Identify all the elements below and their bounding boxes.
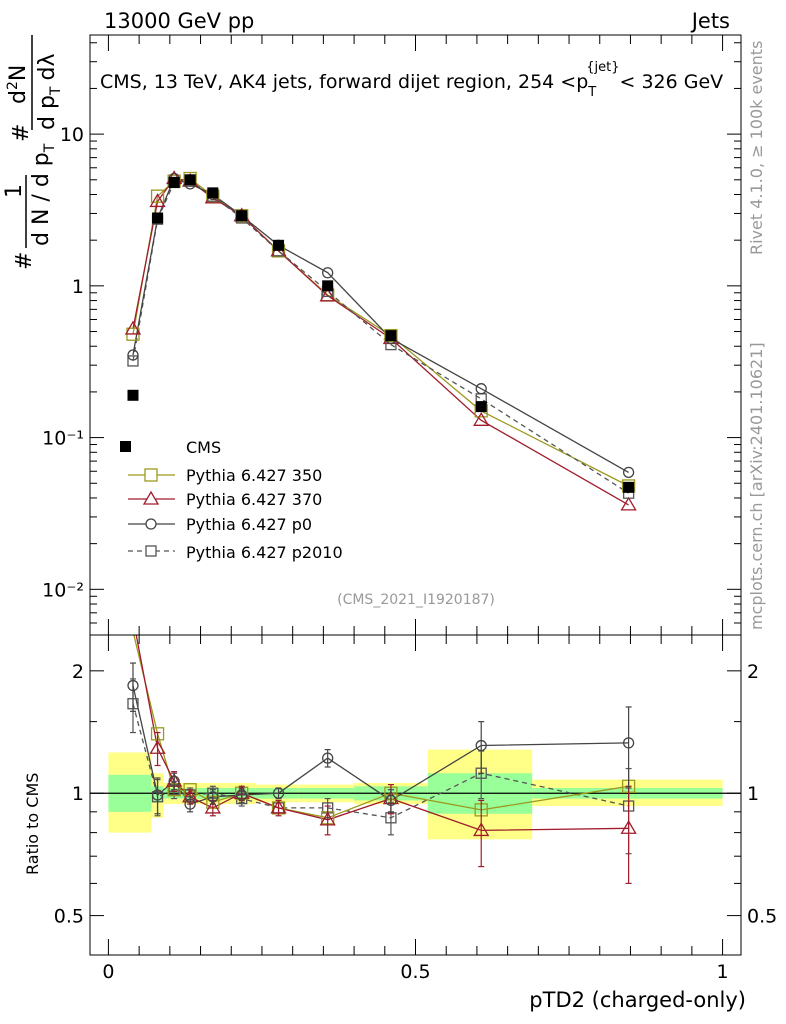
ratio-ytick-label: 2 xyxy=(72,661,84,683)
legend-marker-p0 xyxy=(145,518,157,530)
legend-label-cms: CMS xyxy=(186,438,221,457)
ratio-point-pythia-6-427-p0 xyxy=(127,679,139,692)
ratio-ytick-label-right: 1 xyxy=(747,783,759,805)
ratio-ytick-label: 1 xyxy=(72,783,84,805)
legend-marker-350 xyxy=(144,468,158,482)
legend-marker-370 xyxy=(142,490,160,505)
ylabel-num-2: d2N xyxy=(5,65,31,104)
legend-label-350: Pythia 6.427 350 xyxy=(186,466,322,485)
main-point-pythia-6-427-p0 xyxy=(322,267,334,279)
main-ylabel: # 1 d N / d pT # d2N d pTdλ xyxy=(2,35,64,270)
chart-title-main: CMS, 13 TeV, AK4 jets, forward dijet reg… xyxy=(100,71,588,93)
ratio-point-pythia-6-427-370 xyxy=(319,811,336,826)
ratio-point-pythia-6-427-370 xyxy=(620,819,637,834)
main-point-cms xyxy=(236,210,248,222)
ylabel-n: N xyxy=(6,65,31,81)
main-point-cms xyxy=(184,174,196,186)
ratio-point-pythia-6-427-p0 xyxy=(151,789,164,801)
main-point-pythia-6-427-370 xyxy=(124,320,142,335)
ratio-axis-ticks: 0.5 0.5 1 1 2 2 0 0.5 1 xyxy=(54,635,777,983)
ratio-series-markers xyxy=(127,662,637,885)
chart-title: CMS, 13 TeV, AK4 jets, forward dijet reg… xyxy=(100,60,723,100)
main-point-pythia-6-427-370 xyxy=(620,496,637,511)
ylabel-sub-t-2: T xyxy=(48,86,64,96)
main-point-cms xyxy=(273,239,285,251)
ylabel-sub-t-1: T xyxy=(42,143,58,153)
ylabel-d: d xyxy=(6,90,31,104)
main-point-pythia-6-427-p0 xyxy=(622,466,635,479)
ratio-ytick-label: 0.5 xyxy=(54,906,84,928)
legend-label-p2010: Pythia 6.427 p2010 xyxy=(186,543,343,562)
main-point-pythia-6-427-370 xyxy=(319,287,336,302)
legend-label-p0: Pythia 6.427 p0 xyxy=(186,515,312,534)
ratio-ytick-label-right: 0.5 xyxy=(747,906,777,928)
ratio-point-pythia-6-427-p0 xyxy=(272,787,285,799)
main-point-cms xyxy=(322,280,334,292)
legend-marker-p2010 xyxy=(145,545,157,557)
ratio-point-pythia-6-427-370 xyxy=(270,799,287,814)
ratio-point-pythia-6-427-370 xyxy=(204,799,221,814)
ratio-frame xyxy=(89,634,742,956)
ratio-point-pythia-6-427-p0 xyxy=(322,752,334,764)
ratio-point-pythia-6-427-p0 xyxy=(184,798,196,810)
main-point-cms xyxy=(152,212,164,224)
ylabel-dp: d p xyxy=(35,95,60,130)
main-point-cms xyxy=(475,401,487,413)
main-point-cms xyxy=(623,481,635,493)
rivet-watermark: Rivet 4.1.0, ≥ 100k events xyxy=(747,41,766,255)
ylabel-dn-dp: d N / d p xyxy=(29,152,54,246)
legend-marker-cms xyxy=(120,441,131,452)
main-axis-ticks: 10⁻² 10⁻¹ 1 10 xyxy=(42,35,741,636)
ylabel-sup-2: 2 xyxy=(5,81,21,90)
main-point-cms xyxy=(168,176,180,188)
ylabel-hash-1: # xyxy=(12,252,37,270)
chart-title-sup: {jet} xyxy=(586,60,619,75)
ratio-xtick-label: 0.5 xyxy=(400,961,430,983)
main-point-pythia-6-427-350 xyxy=(150,189,165,203)
main-point-cms xyxy=(207,187,219,199)
chart-title-sub: T xyxy=(587,85,596,100)
main-point-cms xyxy=(385,330,397,342)
ylabel-denom-1: d N / d pT xyxy=(29,143,58,246)
ylabel-one: 1 xyxy=(2,184,27,198)
main-point-pythia-6-427-370 xyxy=(473,412,490,426)
chart-title-tail: < 326 GeV xyxy=(619,71,723,93)
legend: CMS Pythia 6.427 350 Pythia 6.427 370 Py… xyxy=(120,438,343,562)
main-point-pythia-6-427-p2010 xyxy=(127,355,139,367)
x-axis-label: pTD2 (charged-only) xyxy=(529,988,746,1012)
main-ytick-label: 1 xyxy=(72,276,84,298)
main-ytick-label: 10⁻² xyxy=(42,579,84,601)
main-point-pythia-6-427-p0 xyxy=(127,349,139,361)
ratio-point-pythia-6-427-370 xyxy=(149,739,166,754)
main-point-pythia-6-427-p0 xyxy=(475,383,487,395)
ylabel-denom-2: d pTdλ xyxy=(35,54,64,130)
ratio-ytick-label-right: 2 xyxy=(747,661,759,683)
analysis-id: (CMS_2021_I1920187) xyxy=(337,592,495,608)
ratio-point-pythia-6-427-p0 xyxy=(622,737,635,749)
ratio-xtick-label: 0 xyxy=(102,961,114,983)
ratio-point-pythia-6-427-p0 xyxy=(385,794,397,807)
header-left: 13000 GeV pp xyxy=(104,9,254,33)
ylabel-dlambda: dλ xyxy=(35,54,60,81)
main-point-cms xyxy=(127,389,139,401)
ratio-point-pythia-6-427-p0 xyxy=(168,775,180,787)
main-point-pythia-6-427-370 xyxy=(149,193,166,208)
main-ytick-label: 10 xyxy=(60,124,84,146)
ratio-point-pythia-6-427-370 xyxy=(473,822,490,837)
ratio-ylabel: Ratio to CMS xyxy=(23,773,42,875)
ratio-point-pythia-6-427-p0 xyxy=(236,789,248,801)
legend-label-370: Pythia 6.427 370 xyxy=(186,490,322,509)
main-series-markers xyxy=(124,170,637,511)
header-right: Jets xyxy=(690,9,730,33)
ylabel-hash-2: # xyxy=(9,124,34,142)
main-point-pythia-6-427-350 xyxy=(384,328,398,343)
main-line-pythia-6-427-p0 xyxy=(132,177,629,473)
ratio-xtick-label: 1 xyxy=(717,961,729,983)
main-ytick-label: 10⁻¹ xyxy=(42,428,84,450)
ratio-point-pythia-6-427-p0 xyxy=(475,739,487,752)
mcplots-watermark: mcplots.cern.ch [arXiv:2401.10621] xyxy=(747,342,766,630)
ratio-point-pythia-6-427-p0 xyxy=(207,791,219,803)
